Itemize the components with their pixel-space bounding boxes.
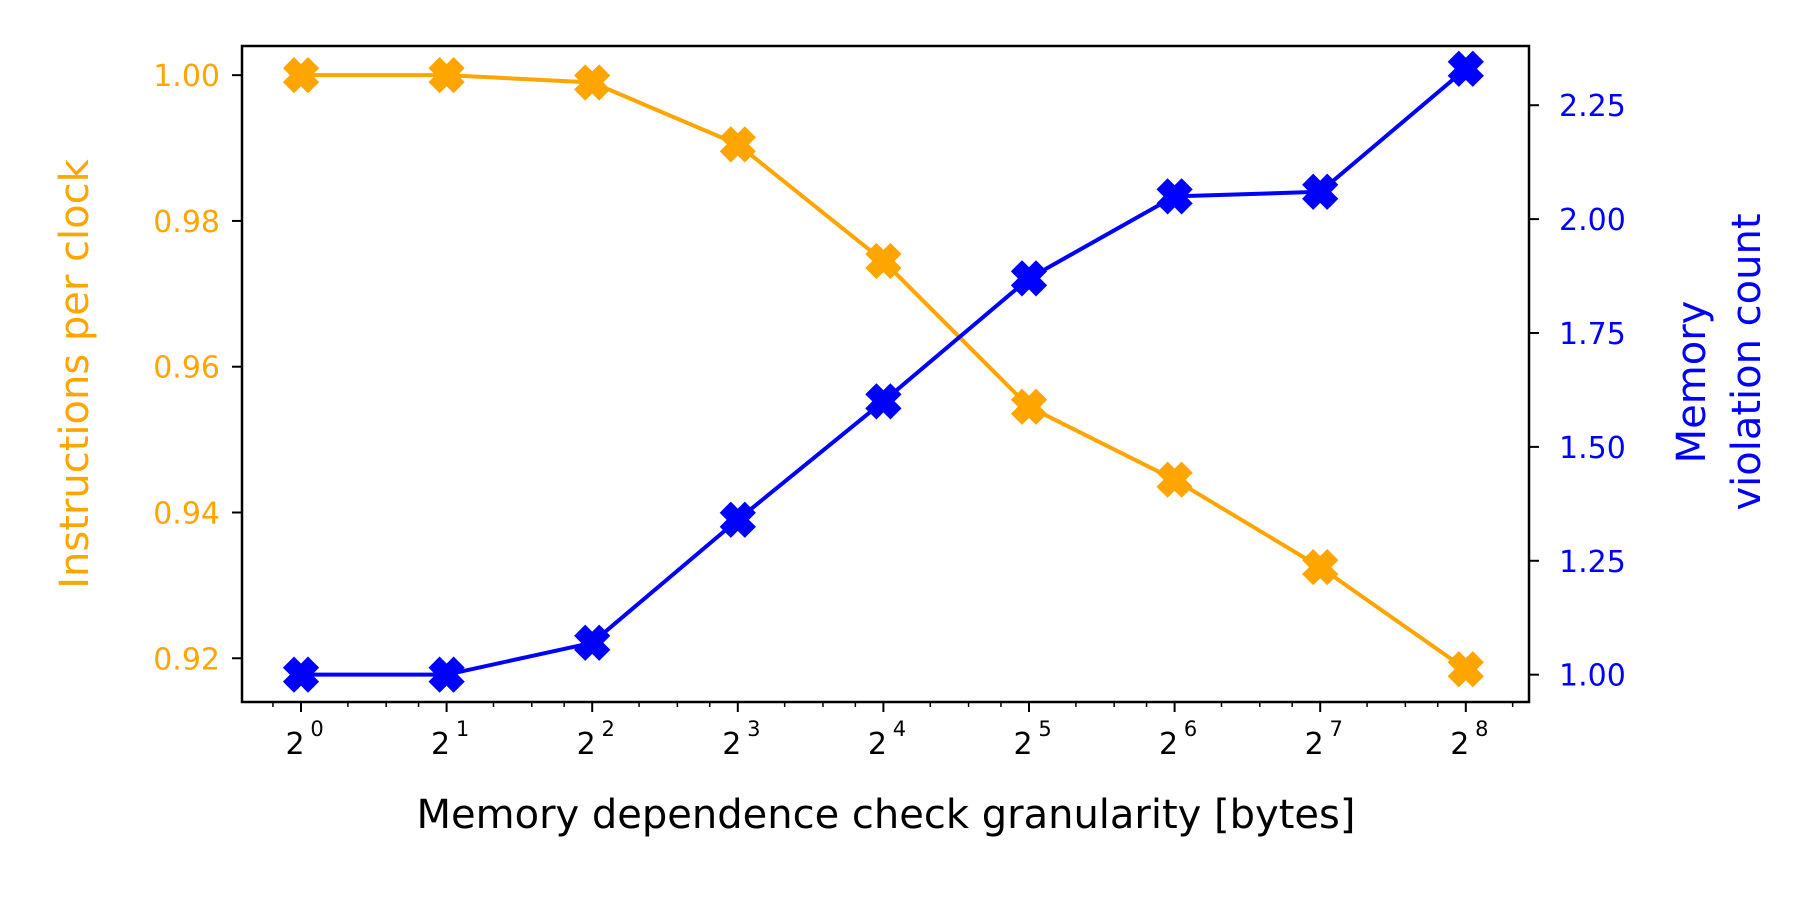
x-tick-label-0: 2 — [285, 727, 304, 762]
x-tick-label-6: 2 — [1159, 727, 1178, 762]
series-0-marker-4 — [865, 242, 902, 280]
series-0-marker-0 — [282, 57, 320, 94]
right-y-tick-label-0: 1.00 — [1559, 659, 1626, 694]
right-y-tick-label-5: 2.25 — [1559, 89, 1626, 124]
plot-frame — [240, 44, 1531, 704]
series-0-marker-1 — [428, 57, 465, 94]
left-y-tick-label-2: 0.96 — [153, 351, 220, 386]
x-tick-label-8: 2 — [1450, 727, 1469, 762]
series-0-marker-2 — [574, 64, 611, 101]
axes-layer: 2 0 2 1 2 2 2 3 2 4 2 5 2 6 2 7 2 80.920.940.960.981.001.… — [153, 44, 1626, 762]
series-1-marker-7 — [1302, 173, 1339, 210]
x-tick-label-7: 2 — [1305, 727, 1324, 762]
right-y-tick-label-4: 2.00 — [1559, 203, 1626, 238]
x-tick-label-3: 2 — [722, 727, 741, 762]
right-y-tick-label-3: 1.75 — [1559, 317, 1626, 352]
right-y-axis-title-line-1: Memory — [1669, 301, 1715, 464]
series-1-marker-8 — [1447, 50, 1484, 87]
x-tick-label-4: 2 — [868, 727, 887, 762]
left-y-tick-label-1: 0.94 — [153, 496, 220, 531]
right-y-tick-label-1: 1.25 — [1559, 545, 1626, 580]
x-tick-label-5: 2 — [1013, 727, 1032, 762]
series-1-marker-5 — [1010, 260, 1048, 297]
x-tick-label-exponent-8: 8 — [1475, 717, 1488, 741]
series-1-marker-3 — [719, 501, 756, 538]
left-y-tick-label-0: 0.92 — [153, 642, 220, 677]
left-y-tick-label-4: 1.00 — [153, 59, 220, 94]
series-0-marker-6 — [1156, 461, 1193, 498]
right-y-tick-label-2: 1.50 — [1559, 431, 1626, 466]
series-1-marker-4 — [865, 383, 902, 420]
x-tick-label-exponent-2: 2 — [602, 717, 615, 741]
x-tick-label-exponent-6: 6 — [1184, 717, 1197, 741]
series-1-marker-2 — [574, 624, 611, 661]
series-1-marker-0 — [282, 656, 320, 693]
left-y-axis-title: Instructions per clock — [52, 158, 98, 588]
plot-area — [242, 46, 1529, 702]
x-axis-title: Memory dependence check granularity [byt… — [417, 792, 1356, 838]
x-tick-label-exponent-3: 3 — [747, 717, 760, 741]
series-0-marker-5 — [1010, 388, 1048, 425]
right-y-axis-title-line-2: violation count — [1724, 213, 1770, 510]
series-0-marker-8 — [1447, 651, 1484, 688]
series-0-marker-3 — [719, 126, 756, 163]
x-tick-label-exponent-5: 5 — [1038, 717, 1051, 741]
x-tick-label-1: 2 — [431, 727, 450, 762]
left-y-tick-label-3: 0.98 — [153, 205, 220, 240]
series-0-marker-7 — [1302, 549, 1339, 586]
plot-background — [242, 46, 1529, 702]
x-tick-label-exponent-4: 4 — [893, 717, 906, 741]
series-layer — [282, 50, 1484, 693]
series-1-marker-1 — [428, 656, 465, 693]
x-tick-label-exponent-0: 0 — [310, 717, 323, 741]
x-tick-label-exponent-7: 7 — [1330, 717, 1343, 741]
series-1-marker-6 — [1156, 178, 1193, 215]
x-tick-label-2: 2 — [577, 727, 596, 762]
x-tick-label-exponent-1: 1 — [456, 717, 469, 741]
